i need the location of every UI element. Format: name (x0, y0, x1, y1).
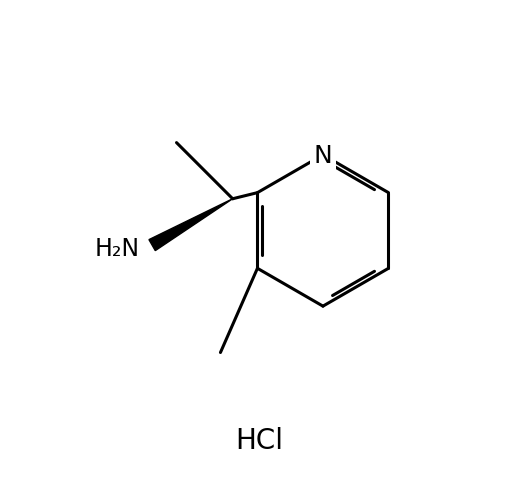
Text: HCl: HCl (236, 426, 283, 454)
Text: H₂N: H₂N (95, 236, 140, 260)
Text: N: N (313, 143, 332, 167)
Polygon shape (149, 199, 233, 251)
